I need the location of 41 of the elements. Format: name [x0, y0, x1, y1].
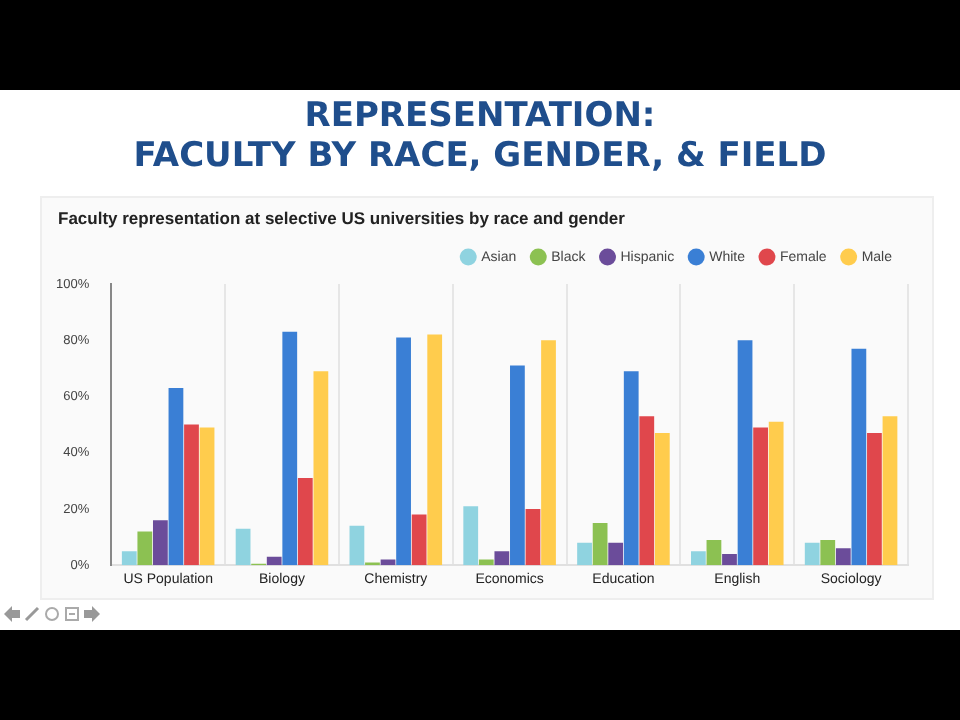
bar — [577, 542, 592, 566]
bar — [867, 433, 882, 566]
bar — [608, 542, 624, 566]
bar — [168, 388, 184, 566]
bar — [427, 334, 443, 566]
bar — [835, 548, 851, 566]
bar — [510, 365, 525, 566]
bar — [768, 421, 784, 566]
bar — [478, 559, 494, 566]
bar — [592, 523, 608, 566]
bar — [313, 371, 329, 566]
bar — [851, 348, 867, 566]
bar — [654, 433, 670, 566]
bar — [804, 542, 820, 566]
bar — [525, 508, 541, 566]
bar — [137, 531, 153, 566]
bar — [541, 340, 556, 566]
bar — [820, 539, 836, 566]
bar — [706, 539, 722, 566]
bar — [349, 525, 365, 566]
bar — [737, 340, 753, 566]
bar — [297, 478, 313, 566]
bar — [623, 371, 639, 566]
bar — [463, 506, 479, 566]
bar — [690, 551, 706, 566]
bar — [282, 331, 298, 566]
bar — [184, 424, 199, 566]
bar — [396, 337, 411, 566]
chart-subtitle: Faculty representation at selective US universities by race and gender — [58, 208, 625, 228]
bar — [753, 427, 768, 566]
bar — [411, 514, 427, 566]
bar — [882, 416, 898, 566]
bar — [722, 553, 737, 566]
bar — [266, 556, 282, 566]
bar — [639, 416, 655, 566]
bar — [121, 551, 137, 566]
bar — [152, 520, 168, 566]
bar — [494, 551, 510, 566]
bar — [199, 427, 215, 566]
chart-title: REPRESENTATION: FACULTY BY RACE, GENDER, & FIELD — [131, 96, 829, 176]
bar — [235, 528, 251, 566]
